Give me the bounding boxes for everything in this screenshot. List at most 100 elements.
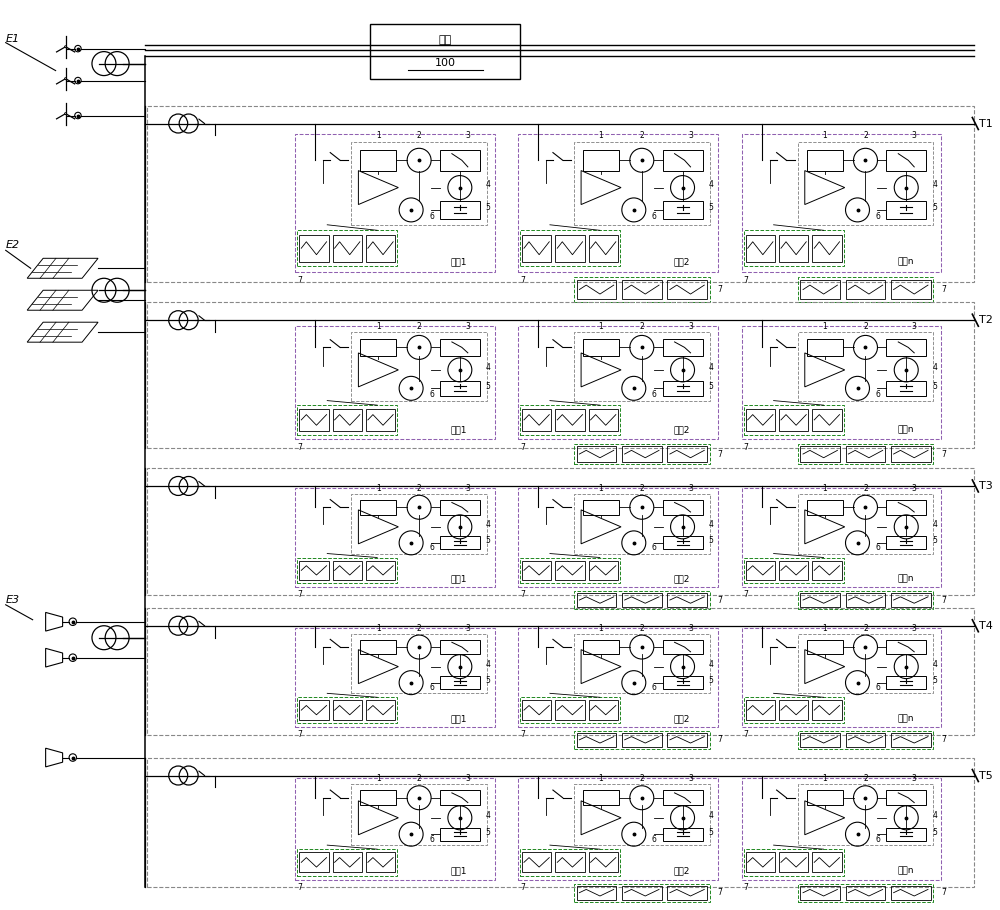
Bar — [518, 326, 718, 440]
Bar — [589, 235, 618, 262]
Bar — [746, 853, 775, 873]
Bar — [520, 849, 620, 875]
Text: 6: 6 — [429, 389, 434, 399]
Bar — [522, 235, 551, 262]
Text: 7: 7 — [297, 442, 302, 451]
Text: 6: 6 — [652, 683, 657, 693]
Bar — [807, 500, 843, 515]
Text: 7: 7 — [718, 888, 723, 897]
Text: 5: 5 — [932, 203, 937, 212]
Bar — [663, 640, 703, 654]
Circle shape — [65, 113, 67, 115]
Bar — [663, 500, 703, 515]
Bar — [574, 444, 710, 464]
Bar — [299, 235, 329, 262]
Bar — [667, 446, 707, 461]
Bar — [746, 701, 775, 720]
Bar — [744, 558, 844, 583]
Bar — [333, 561, 362, 581]
Bar — [522, 561, 551, 581]
Bar — [800, 733, 840, 746]
Text: 4: 4 — [709, 660, 713, 669]
Bar — [351, 332, 487, 400]
Text: 用户1: 用户1 — [451, 866, 467, 875]
Text: 用户n: 用户n — [897, 714, 914, 723]
Text: 3: 3 — [912, 774, 917, 784]
Text: 2: 2 — [863, 484, 868, 493]
Text: 3: 3 — [465, 623, 470, 632]
Bar — [333, 853, 362, 873]
Bar — [520, 697, 620, 723]
Text: 2: 2 — [417, 774, 421, 784]
Bar — [663, 201, 703, 219]
Bar — [366, 235, 395, 262]
Bar — [663, 536, 703, 550]
Bar — [742, 489, 941, 587]
Bar — [744, 697, 844, 723]
Bar — [589, 853, 618, 873]
Bar — [663, 381, 703, 396]
Bar — [574, 884, 710, 902]
Text: 3: 3 — [688, 484, 693, 493]
Bar — [886, 339, 926, 356]
Text: 4: 4 — [486, 180, 491, 189]
Bar — [800, 280, 840, 299]
Text: 4: 4 — [709, 521, 713, 530]
Bar — [297, 230, 397, 266]
Bar — [886, 150, 926, 170]
Bar — [886, 201, 926, 219]
Bar — [746, 561, 775, 581]
Bar — [360, 339, 396, 356]
Text: 7: 7 — [744, 276, 749, 285]
Bar — [440, 676, 480, 689]
Text: 7: 7 — [520, 730, 525, 739]
Text: 3: 3 — [465, 322, 470, 331]
Bar — [574, 142, 710, 225]
Bar — [299, 853, 329, 873]
Text: 3: 3 — [912, 484, 917, 493]
Text: 2: 2 — [417, 322, 421, 331]
Bar — [440, 381, 480, 396]
Bar — [522, 409, 551, 431]
Text: 1: 1 — [822, 322, 827, 331]
Text: 5: 5 — [932, 381, 937, 390]
Bar — [800, 593, 840, 607]
Text: 4: 4 — [932, 363, 937, 372]
Bar — [297, 697, 397, 723]
Bar — [742, 778, 941, 880]
Bar — [147, 302, 974, 448]
Text: 2: 2 — [639, 623, 644, 632]
Bar — [360, 640, 396, 654]
Text: 3: 3 — [465, 774, 470, 784]
Bar — [440, 790, 480, 805]
Bar — [779, 561, 808, 581]
Bar — [779, 409, 808, 431]
Text: 用户n: 用户n — [897, 258, 914, 266]
Bar — [555, 235, 585, 262]
Bar — [798, 884, 933, 902]
Text: 1: 1 — [822, 484, 827, 493]
Bar — [351, 142, 487, 225]
Text: 6: 6 — [875, 543, 880, 552]
Text: 100: 100 — [435, 58, 456, 68]
Text: 2: 2 — [863, 774, 868, 784]
Bar — [297, 405, 397, 435]
Bar — [299, 561, 329, 581]
Text: 5: 5 — [709, 828, 713, 836]
Bar — [886, 827, 926, 841]
Bar — [798, 142, 933, 225]
Text: E2: E2 — [6, 240, 20, 250]
Text: 1: 1 — [599, 774, 603, 784]
Text: 7: 7 — [718, 595, 723, 604]
Text: 5: 5 — [486, 203, 491, 212]
Bar — [742, 628, 941, 727]
Bar — [577, 593, 616, 607]
Text: 1: 1 — [822, 774, 827, 784]
Circle shape — [65, 46, 67, 47]
Text: 5: 5 — [486, 828, 491, 836]
Text: T3: T3 — [979, 481, 993, 491]
Bar — [798, 494, 933, 553]
Text: 7: 7 — [297, 883, 302, 892]
Text: 6: 6 — [429, 212, 434, 221]
Bar — [798, 731, 933, 749]
